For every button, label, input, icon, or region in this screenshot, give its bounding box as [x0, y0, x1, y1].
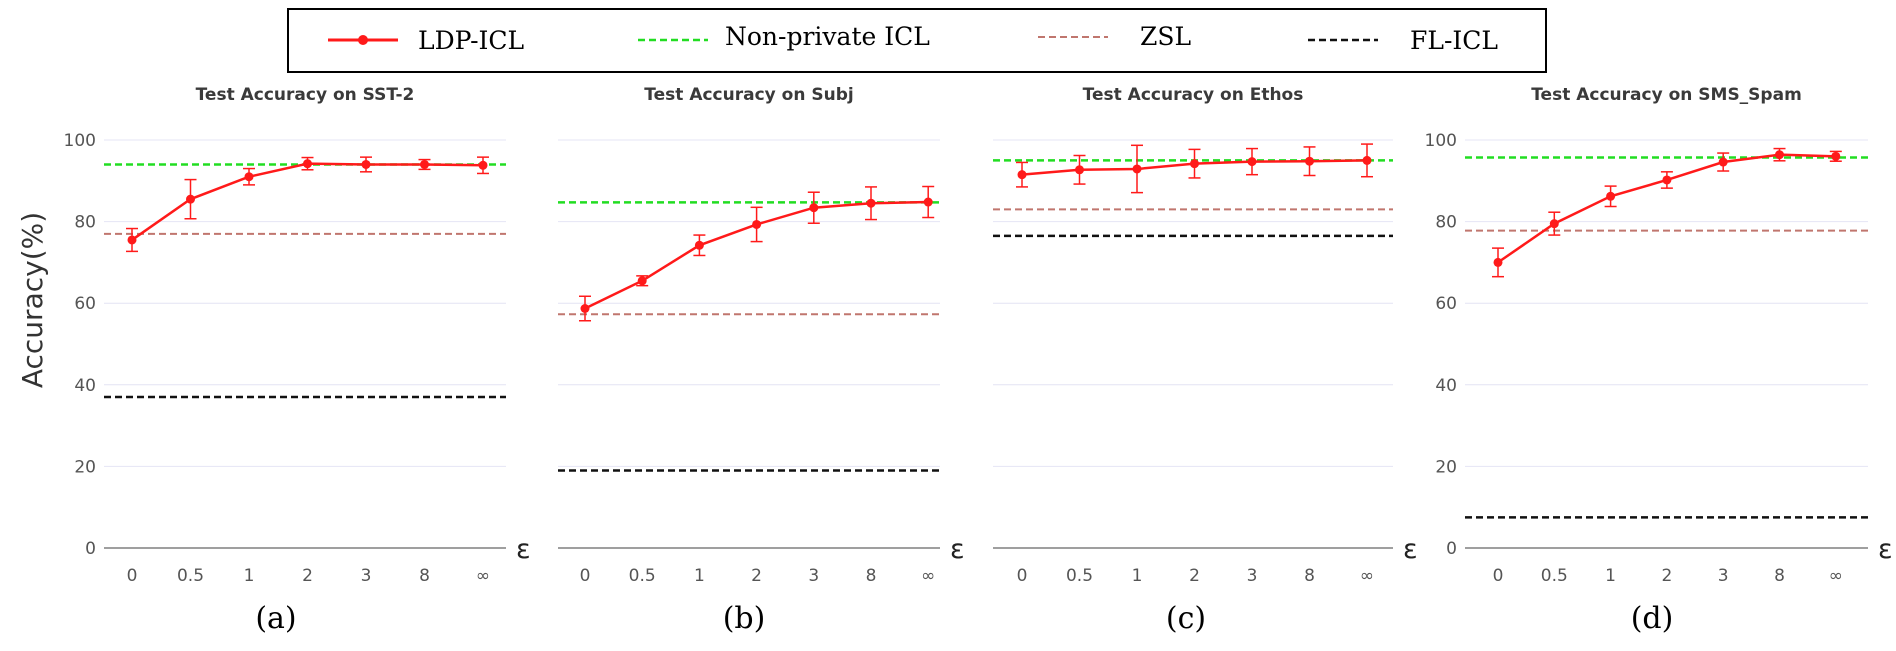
x-tick-label: 8	[1304, 566, 1315, 586]
panel-caption: (a)	[255, 601, 296, 636]
x-tick-label: 2	[1661, 566, 1672, 586]
x-axis-label: ε	[1878, 534, 1893, 565]
y-tick-label: 100	[1425, 131, 1457, 151]
x-tick-label: 2	[302, 566, 313, 586]
ldp-data-point	[1606, 191, 1616, 201]
ldp-data-point	[303, 159, 312, 169]
x-tick-label: ∞	[921, 566, 935, 586]
x-tick-label: 2	[1189, 566, 1200, 586]
ldp-data-point	[1305, 156, 1314, 166]
x-tick-label: 1	[1605, 566, 1616, 586]
chart-panel-c: Test Accuracy on Ethos 0 0.5 1 2 3 8 ∞ ε (c)	[993, 85, 1418, 636]
legend-item-ldp: LDP-ICL	[328, 26, 524, 55]
ldp-data-point	[866, 198, 876, 208]
x-tick-label: ∞	[1829, 566, 1843, 586]
ldp-data-point	[1493, 257, 1503, 267]
y-tick-label: 0	[85, 539, 96, 559]
ldp-data-point	[1190, 159, 1199, 169]
x-tick-label: 3	[361, 566, 372, 586]
ldp-data-point	[420, 159, 429, 169]
chart-panel-d: Test Accuracy on SMS_Spam 0 20 40 60 80 100 0 0.…	[1425, 85, 1893, 636]
y-tick-label: 60	[74, 294, 96, 314]
legend-label-ldp: LDP-ICL	[418, 26, 524, 55]
x-tick-label: 1	[1132, 566, 1143, 586]
ldp-data-point	[1549, 219, 1559, 229]
panel-caption: (b)	[723, 601, 766, 636]
ldp-data-point	[361, 159, 371, 169]
x-tick-label: 1	[244, 566, 255, 586]
ldp-data-point	[580, 304, 590, 314]
ldp-data-point	[809, 203, 819, 213]
x-tick-label: 0	[127, 566, 138, 586]
chart-panel-a: Test Accuracy on SST-2 0 20 40 60 80 100 0 0.5 1 2…	[64, 85, 531, 636]
ldp-data-point	[244, 172, 254, 182]
legend: LDP-ICL Non-private ICL ZSL FL-ICL	[287, 8, 1547, 73]
ldp-data-point	[1662, 175, 1672, 185]
x-tick-label: 3	[1247, 566, 1258, 586]
ldp-data-point	[1718, 157, 1728, 167]
x-axis-label: ε	[516, 534, 531, 565]
ldp-data-point	[186, 194, 195, 204]
x-tick-label: 8	[419, 566, 430, 586]
x-tick-label: 0.5	[1066, 566, 1093, 586]
y-tick-label: 100	[64, 131, 96, 151]
legend-item-zsl: ZSL	[1038, 22, 1191, 51]
chart-title: Test Accuracy on SMS_Spam	[1531, 85, 1802, 105]
chart-title: Test Accuracy on Ethos	[1083, 85, 1304, 105]
x-tick-label: ∞	[476, 566, 490, 586]
ldp-data-point	[1831, 151, 1841, 161]
y-tick-label: 80	[1435, 213, 1457, 233]
x-tick-label: 0	[1493, 566, 1504, 586]
ldp-series-line	[131, 162, 484, 241]
y-axis-label: Accuracy(%)	[16, 212, 49, 388]
x-tick-label: 8	[1774, 566, 1785, 586]
x-axis-label: ε	[950, 534, 965, 565]
ldp-data-point	[923, 197, 933, 207]
x-tick-label: 0.5	[177, 566, 204, 586]
ldp-series-line	[1497, 153, 1836, 264]
panel-caption: (c)	[1166, 601, 1206, 636]
x-tick-label: 0	[1017, 566, 1028, 586]
y-tick-label: 40	[74, 376, 96, 396]
legend-item-nonprivate: Non-private ICL	[638, 22, 930, 51]
x-tick-label: 3	[1718, 566, 1729, 586]
ldp-data-point	[1075, 165, 1084, 175]
y-tick-label: 0	[1446, 539, 1457, 559]
x-axis-label: ε	[1403, 534, 1418, 565]
legend-item-fl: FL-ICL	[1308, 26, 1498, 55]
ldp-data-point	[1017, 170, 1027, 180]
panel-caption: (d)	[1631, 601, 1674, 636]
chart-title: Test Accuracy on SST-2	[196, 85, 415, 105]
legend-marker-ldp	[358, 35, 368, 45]
ldp-data-point	[637, 276, 647, 286]
x-tick-label: 2	[751, 566, 762, 586]
legend-label-zsl: ZSL	[1140, 22, 1191, 51]
y-tick-label: 20	[1435, 457, 1457, 477]
ldp-data-point	[1132, 164, 1142, 174]
x-tick-label: 0	[580, 566, 591, 586]
legend-label-fl: FL-ICL	[1410, 26, 1498, 55]
y-tick-label: 60	[1435, 294, 1457, 314]
chart-panel-b: Test Accuracy on Subj 0 0.5 1 2 3 8 ∞ ε (b)	[558, 85, 965, 636]
x-tick-label: 3	[808, 566, 819, 586]
x-tick-label: 0.5	[629, 566, 656, 586]
y-tick-label: 20	[74, 457, 96, 477]
ldp-data-point	[694, 240, 704, 250]
x-tick-label: 8	[866, 566, 877, 586]
ldp-data-point	[1775, 150, 1784, 160]
ldp-data-point	[752, 219, 762, 229]
x-tick-label: ∞	[1360, 566, 1374, 586]
legend-label-nonprivate: Non-private ICL	[725, 22, 930, 51]
x-tick-label: 0.5	[1541, 566, 1568, 586]
chart-title: Test Accuracy on Subj	[644, 85, 853, 105]
x-tick-label: 1	[694, 566, 705, 586]
ldp-data-point	[1362, 155, 1372, 165]
y-tick-label: 80	[74, 213, 96, 233]
ldp-data-point	[1247, 157, 1257, 167]
y-tick-label: 40	[1435, 376, 1457, 396]
ldp-data-point	[478, 160, 488, 170]
ldp-data-point	[127, 235, 137, 245]
